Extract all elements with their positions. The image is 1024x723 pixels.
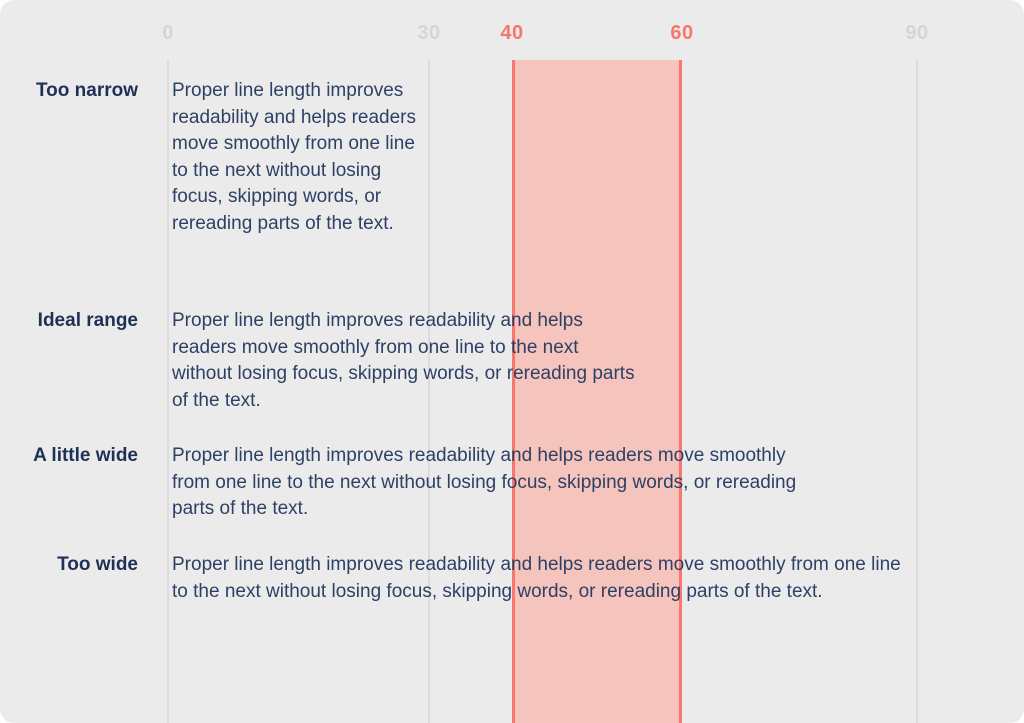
ruler-tick-label-90: 90 — [905, 22, 929, 44]
ruler-tick-label-0: 0 — [162, 22, 174, 44]
ruler-tick-label-30: 30 — [417, 22, 441, 44]
row-paragraph: Proper line length improves readability … — [172, 443, 796, 523]
text-line: parts of the text. — [172, 498, 309, 520]
text-line: rereading parts of the text. — [172, 212, 394, 234]
text-line: focus, skipping words, or — [172, 186, 382, 208]
text-line: readability and helps readers — [172, 106, 416, 128]
text-line: to the next without losing — [172, 159, 382, 181]
row-paragraph: Proper line length improves readability … — [172, 552, 901, 605]
text-line: move smoothly from one line — [172, 133, 415, 155]
ruler-tick-label-40: 40 — [500, 22, 524, 44]
text-line: Proper line length improves readability … — [172, 445, 786, 466]
text-line: of the text. — [172, 389, 261, 411]
text-line: Proper line length improves readability … — [172, 310, 583, 331]
row-paragraph: Proper line length improves readability … — [172, 308, 635, 414]
gridline — [428, 60, 430, 723]
text-line: Proper line length improves — [172, 80, 404, 101]
row-label: A little wide — [33, 445, 138, 466]
gridline — [916, 60, 918, 723]
ideal-range-band — [512, 60, 682, 723]
gridline — [167, 60, 169, 723]
row-label: Too narrow — [35, 80, 138, 101]
text-line: from one line to the next without losing… — [172, 471, 797, 493]
row-label: Too wide — [57, 554, 138, 575]
row-paragraph: Proper line length improves readability a… — [172, 78, 416, 238]
text-line: Proper line length improves readability … — [172, 554, 901, 575]
text-line: to the next without losing focus, skippi… — [172, 580, 823, 602]
text-line: readers move smoothly from one line to t… — [172, 336, 579, 358]
ruler-tick-label-60: 60 — [670, 22, 694, 44]
row-label: Ideal range — [37, 310, 138, 331]
text-line: without losing focus, skipping words, or… — [172, 363, 635, 385]
